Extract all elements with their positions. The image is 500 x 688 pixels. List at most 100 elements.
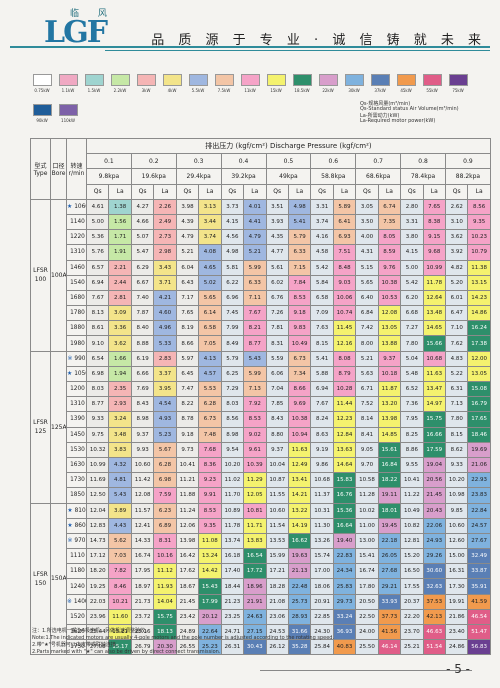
table-row: ★10506.981.946.663.376.454.576.255.996.0… <box>31 365 491 383</box>
speed-mark: ★ <box>67 370 73 377</box>
la-cell: 10.21 <box>108 593 132 610</box>
la-cell: 4.01 <box>243 198 267 215</box>
la-cell: 46.63 <box>422 623 447 641</box>
speed-mark: ★ <box>67 507 73 514</box>
la-cell: 9.35 <box>198 517 222 534</box>
la-cell: 12.08 <box>377 305 402 322</box>
qs-cell: 19.91 <box>444 593 469 610</box>
qs-cell: 18.20 <box>85 563 110 580</box>
la-cell: 17.38 <box>467 335 491 352</box>
legend-note: Qs-Standard status Air Volume(m³/min) <box>360 106 459 112</box>
la-cell: 14.42 <box>198 563 222 580</box>
qs-cell: 3.31 <box>400 213 424 231</box>
la-cell: 15.08 <box>467 380 491 398</box>
qs-cell: 7.87 <box>130 305 155 322</box>
la-cell: 56.83 <box>467 639 491 656</box>
la-cell: 6.28 <box>153 456 177 474</box>
speed-cell: ★1060 <box>66 198 87 215</box>
qs-cell: 8.88 <box>130 335 155 352</box>
la-cell: 25.83 <box>332 578 357 595</box>
la-cell: 33.87 <box>467 563 491 580</box>
speed-cell: 1140 <box>66 213 87 231</box>
la-cell: 10.18 <box>377 365 402 383</box>
qs-cell: 5.00 <box>400 259 424 276</box>
la-cell: 18.13 <box>153 623 177 641</box>
qs-cell: 6.96 <box>220 289 245 307</box>
qs-cell: 3.51 <box>265 198 289 215</box>
qs-cell: 7.09 <box>310 305 334 322</box>
la-cell: 7.84 <box>287 274 312 291</box>
qs-cell: 8.03 <box>85 380 110 398</box>
la-cell: 46.54 <box>467 608 491 626</box>
qs-cell: 4.39 <box>175 213 200 231</box>
la-cell: 13.05 <box>467 365 491 383</box>
la-cell: 4.93 <box>153 411 177 428</box>
qs-cell: 6.31 <box>444 380 469 398</box>
qs-cell: 6.20 <box>400 289 424 307</box>
logo-chinese: 临 风 <box>70 9 115 19</box>
qs-cell: 6.67 <box>130 274 155 291</box>
qs-cell: 5.63 <box>355 365 379 383</box>
qs-cell: 19.25 <box>85 578 110 595</box>
la-cell: 51.54 <box>422 639 447 656</box>
qs-cell: 8.61 <box>85 320 110 337</box>
table-row: 1450 9.75 3.48 9.37 5.23 9.18 7.48 8.98 9.02 8.80… <box>31 426 491 443</box>
table-row: 1630 10.99 4.32 10.60 6.28 10.41 8.36 10.20 10.3… <box>31 456 491 474</box>
qs-cell: 7.63 <box>310 320 334 337</box>
la-cell: 15.61 <box>377 441 402 458</box>
la-cell: 32.63 <box>422 578 447 595</box>
kpa-value: 39.2kpa <box>220 168 267 185</box>
speed-cell: ★1050 <box>66 365 87 383</box>
qs-cell: 10.87 <box>265 472 289 489</box>
qs-cell: 17.40 <box>220 563 245 580</box>
qs-label: Qs <box>85 183 110 200</box>
bore-size: 100A <box>50 198 67 352</box>
qs-cell: 5.42 <box>400 274 424 291</box>
qs-cell: 5.65 <box>355 274 379 291</box>
la-cell: 3.36 <box>108 320 132 337</box>
la-cell: 10.06 <box>332 289 357 307</box>
qs-cell: 7.17 <box>175 289 200 307</box>
qs-cell: 11.02 <box>220 472 245 489</box>
legend-label: 55kW <box>426 88 438 93</box>
la-cell: 10.23 <box>467 229 491 246</box>
qs-cell: 6.52 <box>400 380 424 398</box>
qs-cell: 9.33 <box>444 456 469 474</box>
qs-cell: 4.00 <box>355 229 379 246</box>
qs-cell: 13.98 <box>175 532 200 550</box>
qs-cell: 7.40 <box>130 289 155 307</box>
la-cell: 3.89 <box>108 502 132 519</box>
speed-cell: 1620 <box>66 623 87 641</box>
la-cell: 19.11 <box>377 487 402 504</box>
qs-cell: 7.26 <box>265 305 289 322</box>
la-cell: 9.03 <box>332 274 357 291</box>
speed-value: 1680 <box>70 294 85 301</box>
speed-cell: 1110 <box>66 548 87 565</box>
qs-cell: 7.10 <box>444 320 469 337</box>
la-cell: 13.47 <box>422 380 447 398</box>
la-cell: 29.26 <box>422 548 447 565</box>
table-row: 1880 8.61 3.36 8.40 4.96 8.19 6.58 7.99 8.21 7.81… <box>31 320 491 337</box>
la-cell: 10.94 <box>287 426 312 443</box>
speed-value: 1240 <box>70 583 85 590</box>
qs-cell: 11.88 <box>175 487 200 504</box>
la-cell: 2.83 <box>153 350 177 367</box>
la-cell: 1.66 <box>108 350 132 367</box>
la-cell: 7.03 <box>108 548 132 565</box>
qs-cell: 15.99 <box>265 548 289 565</box>
legend-swatch <box>397 74 416 86</box>
legend-label: 1.5kW <box>87 88 101 93</box>
legend-swatch <box>423 74 442 86</box>
la-cell: 7.05 <box>198 335 222 352</box>
qs-cell: 8.31 <box>265 335 289 352</box>
qs-cell: 11.37 <box>310 487 334 504</box>
la-cell: 8.36 <box>198 456 222 474</box>
qs-cell: 8.78 <box>175 411 200 428</box>
la-cell: 8.77 <box>243 335 267 352</box>
qs-cell: 9.70 <box>355 456 379 474</box>
qs-cell: 23.40 <box>444 623 469 641</box>
bore-size: 125A <box>50 350 67 504</box>
speed-value: 1980 <box>70 340 85 347</box>
qs-cell: 9.19 <box>310 441 334 458</box>
la-cell: 37.53 <box>422 593 447 610</box>
